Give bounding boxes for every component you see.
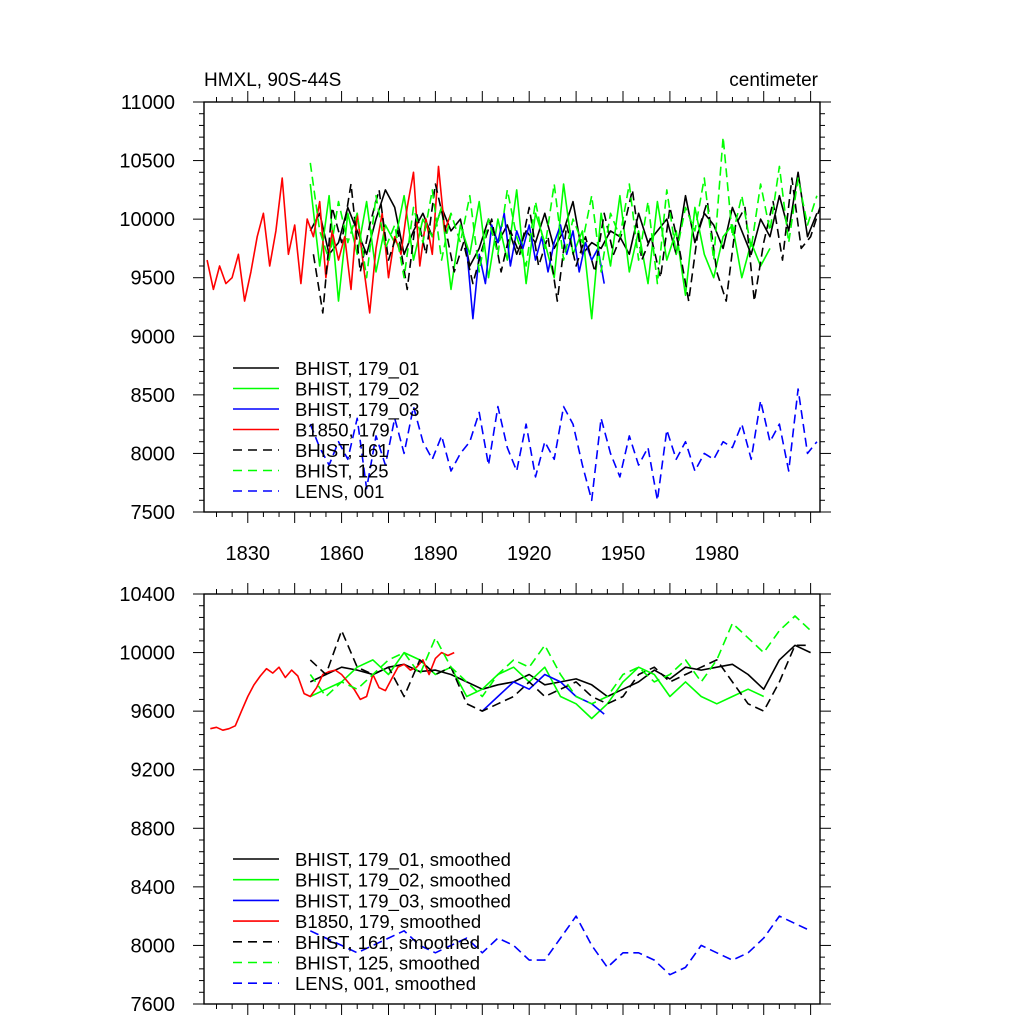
legend-label: BHIST, 179_03: [295, 399, 419, 421]
series-line-5: [309, 615, 812, 705]
series-line-2: [481, 673, 605, 715]
series-line-0: [309, 171, 818, 267]
y-tick-label: 8000: [131, 443, 176, 465]
x-tick-label: 1920: [507, 543, 552, 565]
chart-title: HMXL, 90S-44S: [204, 70, 341, 91]
y-tick-label: 7500: [131, 502, 176, 524]
y-tick-label: 10500: [119, 151, 175, 173]
legend-label: BHIST, 179_03, smoothed: [295, 890, 511, 912]
series-line-6: [309, 915, 811, 976]
legend-label: BHIST, 179_01: [295, 358, 419, 380]
plot-frame: [203, 101, 821, 513]
y-tick-label: 10000: [119, 209, 175, 231]
x-tick-label: 1890: [413, 543, 458, 565]
series-line-1: [309, 183, 771, 320]
series-line-3: [206, 165, 452, 314]
legend-label: BHIST, 179_02, smoothed: [295, 870, 511, 892]
x-tick-label: 1830: [226, 543, 271, 565]
series-line-6: [309, 388, 818, 502]
y-tick-label: 8400: [131, 877, 176, 899]
series-line-3: [210, 651, 455, 732]
y-tick-label: 7600: [131, 994, 176, 1016]
y-tick-label: 8000: [131, 935, 176, 957]
legend-label: BHIST, 179_02: [295, 379, 419, 401]
y-tick-label: 9200: [131, 760, 176, 782]
legend-label: B1850, 179, smoothed: [295, 911, 481, 932]
y-tick-label: 9000: [131, 326, 176, 348]
top-panel: HMXL, 90S-44S centimeter 7500 8000 8500 9000 9…: [119, 70, 831, 565]
legend-label: LENS, 001: [295, 481, 384, 502]
legend-label: BHIST, 161, smoothed: [295, 932, 480, 953]
x-tick-label: 1980: [695, 543, 740, 565]
x-tick-label: 1950: [601, 543, 646, 565]
y-tick-label: 8800: [131, 818, 176, 840]
y-tick-label: 10000: [119, 643, 175, 665]
units-label: centimeter: [729, 70, 818, 91]
plot-frame: [203, 593, 821, 1005]
y-tick-label: 8500: [131, 385, 176, 407]
legend-label: BHIST, 125: [295, 461, 389, 482]
series-line-1: [309, 651, 765, 720]
bottom-panel: 7600 8000 8400 8800 9200 9600 10000 10400 BHIST,…: [119, 583, 831, 1016]
legend-label: LENS, 001, smoothed: [295, 973, 476, 994]
series-group: [210, 615, 812, 976]
series-group: [206, 136, 820, 502]
series-line-4: [312, 177, 820, 314]
y-tick-label: 11000: [121, 92, 175, 114]
y-tick-label: 9600: [131, 701, 176, 723]
y-tick-label: 10400: [119, 584, 175, 606]
legend-label: BHIST, 125, smoothed: [295, 953, 480, 974]
y-tick-label: 9500: [131, 268, 176, 290]
legend-label: BHIST, 161: [295, 440, 389, 461]
x-tick-label: 1860: [319, 543, 364, 565]
series-line-2: [465, 212, 605, 320]
series-line-5: [309, 136, 818, 285]
legend-label: BHIST, 179_01, smoothed: [295, 849, 511, 871]
legend-label: B1850, 179: [295, 420, 390, 441]
